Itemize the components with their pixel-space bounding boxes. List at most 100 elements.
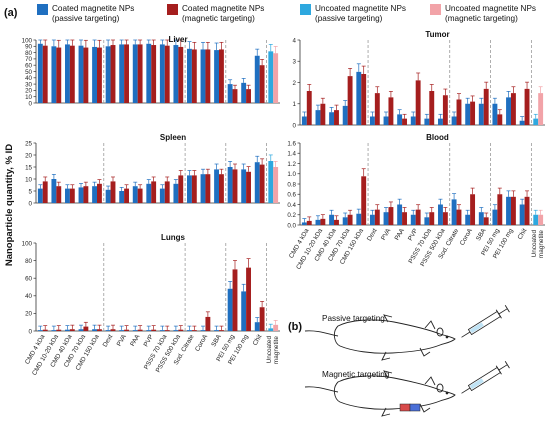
bar-lungs-psss-500-kda-s1 bbox=[178, 329, 184, 331]
bar-spleen-chit-s0 bbox=[254, 162, 260, 203]
bar-spleen-sod-citrate-s0 bbox=[187, 175, 192, 203]
bar-blood-pva-s0 bbox=[383, 212, 389, 225]
bar-liver-cmd-70-kda-s0 bbox=[78, 45, 84, 103]
bar-blood-paa-s1 bbox=[402, 212, 407, 225]
bar-lungs-coroa-s1 bbox=[205, 316, 211, 331]
bar-tumor-chit-s0 bbox=[519, 120, 525, 125]
legend-label-coated-magnetic-1: Coated magnetite NPs bbox=[182, 4, 264, 13]
y-tick-label: 0 bbox=[293, 122, 297, 129]
bar-liver-dext-s0 bbox=[105, 46, 111, 103]
bar-spleen-sba-s1 bbox=[219, 174, 224, 203]
bar-blood-chit-s1 bbox=[524, 196, 530, 225]
bar-lungs-chit-s0 bbox=[254, 322, 260, 331]
bar-tumor-psss-500-kda-s1 bbox=[442, 95, 448, 125]
bar-liver-cmd-150-kda-s0 bbox=[92, 46, 97, 103]
bar-lungs-cmd-70-kda-s1 bbox=[83, 326, 89, 331]
bar-spleen-sba-s0 bbox=[214, 169, 219, 203]
bar-blood-dext-s1 bbox=[374, 209, 380, 225]
panel-b-label: (b) bbox=[288, 321, 302, 333]
bar-tumor-dext-s1 bbox=[374, 93, 380, 125]
bar-spleen-pva-s1 bbox=[124, 188, 129, 203]
y-tick-label: 0.8 bbox=[287, 181, 296, 188]
legend-swatch-coated-passive bbox=[37, 4, 48, 15]
bar-tumor-sod-citrate-s1 bbox=[456, 99, 462, 125]
bar-liver-pei-50-mg-s1 bbox=[232, 89, 238, 103]
x-tick-label: PAA bbox=[129, 333, 142, 348]
bar-tumor-sba-s0 bbox=[478, 103, 484, 125]
y-tick-label: 60 bbox=[25, 63, 32, 70]
chart-title-lungs: Lungs bbox=[161, 233, 186, 242]
bar-lungs-paa-s0 bbox=[132, 330, 138, 331]
bar-lungs-cmd-40-kda-s1 bbox=[69, 329, 75, 331]
bar-blood-cmd-40-kda-s1 bbox=[334, 219, 339, 225]
legend-swatch-coated-magnetic bbox=[167, 4, 178, 15]
y-tick-label: 10 bbox=[25, 94, 32, 101]
legend-label-uncoated-passive-1: Uncoated magnetite NPs bbox=[315, 4, 406, 13]
bar-lungs-dext-s0 bbox=[105, 330, 111, 331]
bar-liver-dext-s1 bbox=[110, 45, 116, 103]
bar-spleen-cmd-150-kda-s1 bbox=[97, 183, 102, 203]
bar-blood-sba-s1 bbox=[483, 217, 489, 225]
spleen-chart: 0 5 10 15 20 25 Spleen bbox=[25, 133, 280, 207]
bar-lungs-pei-50-mg-s1 bbox=[232, 269, 238, 331]
y-tick-label: 1.0 bbox=[287, 171, 296, 178]
bar-tumor-cmd-4-kda-s0 bbox=[301, 116, 307, 125]
bar-lungs-pei-100-mg-s0 bbox=[241, 291, 247, 331]
bar-liver-coroa-s0 bbox=[200, 49, 206, 103]
bar-tumor-cmd-10-20-kda-s1 bbox=[320, 103, 326, 125]
bar-liver-sod-citrate-s0 bbox=[187, 48, 192, 103]
bar-spleen-pei-50-mg-s0 bbox=[227, 167, 233, 203]
bar-tumor-pei-50-mg-s1 bbox=[497, 114, 503, 125]
bar-tumor-pvp-s0 bbox=[410, 116, 416, 125]
y-tick-label: 0.6 bbox=[287, 192, 296, 199]
bar-tumor-pei-100-mg-s0 bbox=[506, 97, 511, 125]
bar-liver-paa-s1 bbox=[137, 44, 143, 103]
bar-lungs-cmd-4-kda-s0 bbox=[37, 330, 43, 331]
bar-blood-cmd-40-kda-s0 bbox=[329, 214, 335, 225]
bar-tumor-cmd-70-kda-s1 bbox=[347, 76, 353, 125]
x-tick-label: PVA bbox=[116, 333, 129, 348]
x-tick-label: PAA bbox=[394, 227, 407, 242]
bar-tumor-pva-s1 bbox=[388, 97, 394, 125]
bar-blood-coroa-s1 bbox=[470, 194, 476, 225]
bar-liver-uncoated-magnetite-s2 bbox=[268, 51, 274, 103]
x-tick-label: Chit bbox=[517, 227, 529, 241]
bar-tumor-paa-s0 bbox=[397, 114, 403, 125]
bar-blood-psss-500-kda-s0 bbox=[438, 204, 443, 225]
syringe-icon bbox=[461, 305, 510, 338]
bar-blood-cmd-10-20-kda-s1 bbox=[320, 218, 326, 225]
x-tick-label: PVA bbox=[380, 227, 393, 242]
bar-spleen-cmd-4-kda-s1 bbox=[42, 181, 48, 203]
bar-lungs-cmd-10-20-kda-s1 bbox=[56, 329, 62, 331]
bar-spleen-cmd-70-kda-s0 bbox=[78, 187, 84, 203]
legend: Coated magnetite NPs (passive targeting)… bbox=[37, 4, 536, 23]
y-tick-label: 90 bbox=[25, 44, 32, 51]
bar-tumor-dext-s0 bbox=[369, 116, 375, 125]
y-tick-label: 25 bbox=[25, 140, 32, 147]
bar-liver-cmd-70-kda-s1 bbox=[83, 47, 89, 103]
x-tick-label: CoroA bbox=[459, 227, 474, 247]
bar-spleen-pei-100-mg-s1 bbox=[246, 171, 251, 203]
bar-tumor-uncoated-magnetite-s2 bbox=[533, 118, 539, 125]
legend-label-uncoated-magnetic-1: Uncoated magnetite NPs bbox=[445, 4, 536, 13]
chart-title-blood: Blood bbox=[426, 133, 449, 142]
bar-spleen-dext-s0 bbox=[105, 189, 111, 203]
bar-blood-paa-s0 bbox=[397, 204, 403, 225]
bar-liver-psss-70-kda-s1 bbox=[164, 45, 170, 103]
x-tick-label: SBA bbox=[210, 333, 223, 348]
bar-liver-psss-500-kda-s1 bbox=[178, 46, 184, 103]
legend-label-coated-passive-1: Coated magnetite NPs bbox=[52, 4, 134, 13]
bar-liver-cmd-40-kda-s1 bbox=[69, 45, 75, 103]
bar-blood-cmd-4-kda-s0 bbox=[301, 222, 307, 225]
bar-tumor-psss-500-kda-s0 bbox=[438, 118, 443, 125]
bar-spleen-psss-70-kda-s1 bbox=[164, 181, 170, 203]
bar-spleen-dext-s1 bbox=[110, 181, 116, 203]
bar-liver-cmd-10-20-kda-s1 bbox=[56, 47, 62, 103]
bar-blood-pvp-s0 bbox=[410, 214, 416, 225]
bar-lungs-psss-500-kda-s0 bbox=[173, 330, 179, 331]
bar-spleen-paa-s1 bbox=[137, 188, 143, 203]
bar-spleen-cmd-40-kda-s1 bbox=[69, 188, 75, 203]
legend-swatch-uncoated-magnetic bbox=[430, 4, 441, 15]
x-tick-label: PVP bbox=[407, 228, 419, 243]
